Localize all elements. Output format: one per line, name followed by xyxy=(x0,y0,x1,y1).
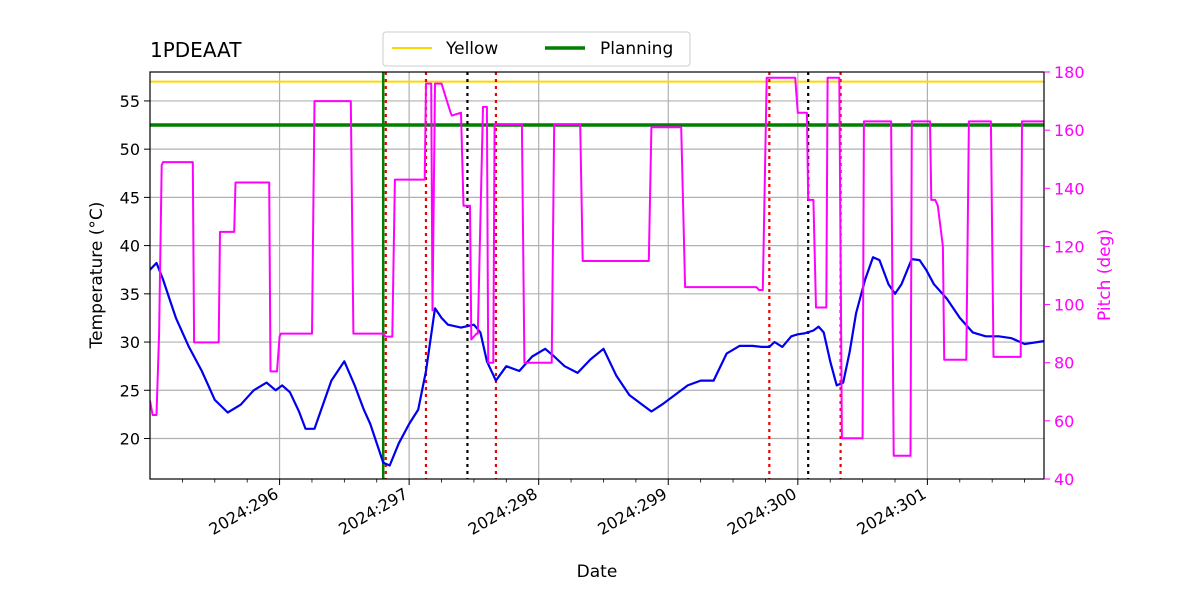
y-tick-label: 25 xyxy=(120,381,140,400)
legend-label-planning: Planning xyxy=(600,39,673,59)
y-tick-label: 45 xyxy=(120,188,140,207)
legend-box xyxy=(382,31,691,67)
x-tick-label: 2024:296 xyxy=(206,484,282,539)
y2-tick-label: 100 xyxy=(1054,296,1085,315)
event-markers xyxy=(381,72,842,479)
x-tick-label: 2024:297 xyxy=(335,484,411,539)
x-axis-title: Date xyxy=(577,562,618,582)
x-tick-label: 2024:300 xyxy=(724,484,800,539)
threshold-lines xyxy=(150,80,1044,127)
y2-tick-label: 120 xyxy=(1054,237,1085,256)
y-tick-label: 50 xyxy=(120,140,140,159)
y2-tick-label: 180 xyxy=(1054,63,1085,82)
legend: Yellow Planning xyxy=(382,31,691,67)
data-series xyxy=(150,76,1044,467)
legend-label-yellow: Yellow xyxy=(445,39,498,59)
x-axis: 2024:296 2024:297 2024:298 2024:299 2024:300… xyxy=(181,479,1025,539)
y-tick-label: 35 xyxy=(120,285,140,304)
y2-tick-label: 160 xyxy=(1054,121,1085,140)
y-tick-label: 55 xyxy=(120,92,140,111)
pitch-line xyxy=(150,76,1044,457)
x-tick-label: 2024:298 xyxy=(465,484,541,539)
y-axis-right: 40 60 80 100 120 140 160 180 xyxy=(1044,63,1085,489)
temperature-line xyxy=(150,256,1044,467)
y2-tick-label: 140 xyxy=(1054,179,1085,198)
plot-frame xyxy=(149,71,1045,480)
y-tick-label: 30 xyxy=(120,333,140,352)
y-tick-label: 20 xyxy=(120,429,140,448)
y-axis-left: 20 25 30 35 40 45 50 55 xyxy=(120,92,150,448)
x-tick-label: 2024:299 xyxy=(594,484,670,539)
y2-axis-title: Pitch (deg) xyxy=(1095,229,1115,321)
y2-tick-label: 60 xyxy=(1054,412,1074,431)
y-tick-label: 40 xyxy=(120,237,140,256)
x-tick-label: 2024:301 xyxy=(854,484,930,539)
y-axis-title: Temperature (°C) xyxy=(87,202,107,350)
y2-tick-label: 40 xyxy=(1054,470,1074,489)
chart-title: 1PDEAAT xyxy=(150,38,242,62)
y2-tick-label: 80 xyxy=(1054,354,1074,373)
